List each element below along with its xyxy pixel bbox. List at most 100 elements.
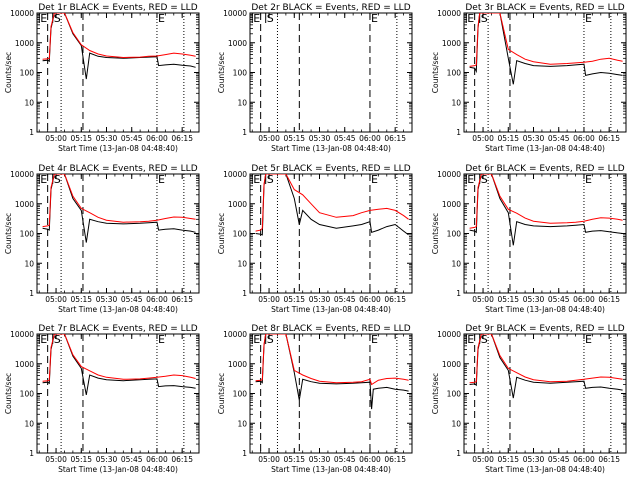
y-axis-label: Counts/sec [217, 213, 226, 254]
y-tick-label: 1000 [442, 39, 461, 48]
panel-title: Det 9r BLACK = Events, RED = LLD [465, 324, 624, 334]
x-tick-label: 05:45 [121, 134, 143, 143]
x-tick-label: 05:15 [497, 295, 519, 304]
series-lld-line [469, 334, 623, 384]
marker-label: E [585, 173, 592, 186]
y-tick-label: 100 [233, 390, 248, 399]
panel-det-8: Det 8r BLACK = Events, RED = LLD 1 10 100 10… [217, 324, 413, 474]
x-tick-label: 05:30 [523, 455, 545, 464]
series-events-line [469, 174, 623, 246]
x-tick-label: 06:15 [598, 295, 620, 304]
marker-lines [465, 334, 612, 453]
x-axis-label: Start Time (13-Jan-08 04:48:40) [485, 305, 605, 314]
marker-lines [465, 13, 612, 132]
x-tick-label: 06:00 [359, 295, 381, 304]
y-tick-label: 1 [456, 289, 461, 298]
y-tick-label: 10 [451, 419, 461, 428]
series-lld-line [255, 334, 409, 386]
y-tick-label: 1000 [15, 200, 34, 209]
y-tick-label: 10000 [437, 330, 461, 339]
panel-title: Det 1r BLACK = Events, RED = LLD [38, 3, 197, 13]
panel-det-6: Det 6r BLACK = Events, RED = LLD 1 10 100 10… [431, 164, 627, 314]
marker-label: S [481, 12, 488, 25]
x-tick-label: 05:15 [497, 134, 519, 143]
marker-label: S [481, 173, 488, 186]
x-tick-label: 05:15 [283, 455, 305, 464]
y-tick-label: 100 [447, 69, 462, 78]
marker-label: E [467, 12, 474, 25]
x-tick-label: 06:00 [146, 455, 168, 464]
marker-label: E [467, 173, 474, 186]
series-lld-line [469, 174, 623, 229]
marker-lines [38, 13, 185, 132]
x-tick-label: 05:45 [548, 295, 570, 304]
y-axis-label: Counts/sec [431, 213, 440, 254]
y-axis-label: Counts/sec [4, 52, 13, 93]
marker-label: S [267, 12, 274, 25]
x-axis-label: Start Time (13-Jan-08 04:48:40) [58, 305, 178, 314]
marker-label: S [267, 173, 274, 186]
y-tick-label: 10 [24, 259, 34, 268]
y-tick-label: 10000 [223, 9, 247, 18]
marker-label: S [54, 333, 61, 346]
y-tick-label: 1 [242, 128, 247, 137]
series-events-line [42, 334, 196, 395]
series-events-line [469, 334, 623, 399]
y-tick-label: 10000 [223, 330, 247, 339]
x-tick-label: 06:00 [146, 295, 168, 304]
x-axis-label: Start Time (13-Jan-08 04:48:40) [58, 465, 178, 474]
x-tick-label: 06:15 [384, 134, 406, 143]
y-tick-label: 10000 [437, 170, 461, 179]
plot-frame [36, 173, 200, 294]
panel-title: Det 6r BLACK = Events, RED = LLD [465, 164, 624, 174]
x-tick-label: 05:45 [121, 295, 143, 304]
x-tick-label: 05:30 [309, 455, 331, 464]
marker-label: E [371, 12, 378, 25]
plot-frame [249, 173, 413, 294]
x-tick-label: 05:00 [472, 134, 494, 143]
x-axis-label: Start Time (13-Jan-08 04:48:40) [271, 305, 391, 314]
marker-lines [251, 174, 398, 293]
x-tick-label: 05:45 [334, 134, 356, 143]
y-tick-label: 100 [447, 390, 462, 399]
series-events-line [255, 174, 409, 236]
marker-lines [38, 334, 185, 453]
panel-title: Det 7r BLACK = Events, RED = LLD [38, 324, 197, 334]
x-tick-label: 05:45 [121, 455, 143, 464]
y-axis-label: Counts/sec [4, 373, 13, 414]
y-tick-label: 10 [24, 419, 34, 428]
panel-det-9: Det 9r BLACK = Events, RED = LLD 1 10 100 10… [431, 324, 627, 474]
y-tick-label: 100 [20, 69, 35, 78]
x-tick-label: 05:45 [334, 455, 356, 464]
marker-label: E [253, 12, 260, 25]
x-tick-label: 06:15 [171, 295, 193, 304]
y-tick-label: 10000 [437, 9, 461, 18]
marker-label: E [585, 333, 592, 346]
x-tick-label: 05:30 [523, 295, 545, 304]
marker-label: E [467, 333, 474, 346]
x-tick-label: 06:15 [598, 134, 620, 143]
y-tick-label: 100 [447, 230, 462, 239]
y-tick-label: 10 [24, 98, 34, 107]
y-tick-label: 10000 [10, 170, 34, 179]
series-events-line [255, 334, 409, 410]
x-tick-label: 06:00 [359, 455, 381, 464]
y-tick-label: 10000 [10, 9, 34, 18]
panel-title: Det 3r BLACK = Events, RED = LLD [465, 3, 624, 13]
marker-label: E [40, 12, 47, 25]
marker-label: S [481, 333, 488, 346]
y-tick-label: 1000 [228, 200, 247, 209]
x-tick-label: 06:00 [359, 134, 381, 143]
x-tick-label: 05:00 [45, 134, 67, 143]
plot-frame [249, 333, 413, 454]
panel-det-4: Det 4r BLACK = Events, RED = LLD 1 10 100 10… [4, 164, 200, 314]
marker-label: E [371, 333, 378, 346]
x-tick-label: 05:30 [96, 455, 118, 464]
y-tick-label: 10 [237, 98, 247, 107]
y-tick-label: 1 [242, 289, 247, 298]
marker-label: E [40, 333, 47, 346]
panel-det-2: Det 2r BLACK = Events, RED = LLD 1 10 100 10… [217, 3, 413, 153]
x-tick-label: 05:00 [258, 455, 280, 464]
series-group [469, 13, 623, 85]
panel-det-3: Det 3r BLACK = Events, RED = LLD 1 10 100 10… [431, 3, 627, 153]
